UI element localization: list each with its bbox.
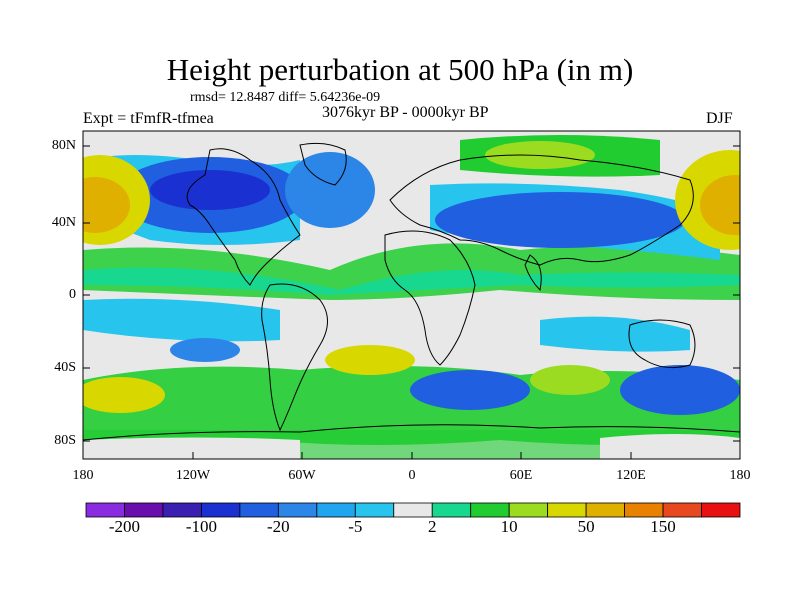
colorbar-label: -100 (185, 517, 217, 536)
contour-band (410, 370, 530, 410)
coastline-australia (628, 319, 696, 369)
contour-band (83, 437, 300, 459)
colorbar-label: 150 (650, 517, 676, 536)
colorbar-swatch (585, 502, 625, 518)
lat-tick-label: 40S (54, 360, 76, 375)
contour-band (600, 434, 740, 459)
colorbar-swatch (508, 502, 549, 518)
colorbar-label: -20 (267, 517, 290, 536)
colorbar-label: 50 (577, 517, 595, 536)
colorbar-label: 10 (500, 517, 518, 536)
colorbar-swatch (431, 502, 472, 518)
colorbar-label: -200 (108, 517, 141, 536)
colorbar-swatch (277, 502, 318, 518)
colorbar-swatch (624, 502, 664, 518)
stats-label: rmsd= 12.8487 diff= 5.64236e-09 (190, 90, 381, 105)
season-label: DJF (706, 110, 733, 127)
coastline-eurasia (389, 154, 694, 266)
coastline-south-america (261, 283, 328, 432)
contour-band (170, 338, 240, 362)
colorbar-swatch (239, 502, 279, 518)
colorbar-swatch (85, 502, 125, 518)
lon-tick-label: 180 (729, 468, 751, 483)
contour-band (285, 152, 375, 228)
lon-tick-label: 120E (616, 468, 646, 483)
contour-band (700, 175, 740, 235)
coastline-greenland (299, 142, 347, 186)
coastlines (83, 142, 740, 441)
colorbar-swatch (124, 502, 164, 518)
contour-band (83, 267, 740, 295)
lat-tick-label: 0 (69, 287, 76, 302)
lon-tick-label: 120W (175, 468, 211, 483)
contour-band (150, 170, 270, 210)
coastline-india (524, 254, 542, 292)
lat-tick-label: 80N (51, 138, 76, 153)
contour-band (540, 316, 690, 352)
experiment-label: Expt = tFmfR-tfmea (83, 110, 214, 127)
period-label: 3076kyr BP - 0000kyr BP (322, 104, 489, 121)
colorbar-swatch (354, 502, 395, 518)
colorbar-swatch (393, 502, 433, 518)
chart-title: Height perturbation at 500 hPa (in m) (166, 52, 634, 87)
colorbar-swatch (162, 502, 202, 518)
contour-band (325, 345, 415, 375)
contour-field (83, 131, 740, 459)
lon-tick-label: 60W (288, 468, 316, 483)
coastline-africa (384, 230, 476, 366)
contour-band (485, 141, 595, 169)
colorbar-swatch (201, 502, 241, 518)
lon-tick-label: 180 (72, 468, 94, 483)
contour-band (435, 192, 685, 248)
contour-band (530, 365, 610, 395)
contour-band (83, 298, 280, 342)
colorbar-swatch (470, 502, 510, 518)
colorbar-label: 2 (427, 517, 437, 536)
lon-tick-label: 0 (408, 468, 416, 483)
colorbar-label: -5 (348, 517, 363, 536)
colorbar-swatch (547, 502, 587, 518)
axis-ticks (82, 145, 741, 459)
coastline-antarctica (83, 424, 740, 441)
contour-band (83, 377, 165, 413)
lat-tick-label: 40N (51, 215, 76, 230)
contour-band (620, 365, 740, 415)
lat-tick-label: 80S (54, 433, 76, 448)
colorbar-swatch (316, 502, 356, 518)
contour-band (83, 177, 130, 233)
coastline-north-america (186, 148, 301, 286)
colorbar-swatch (662, 502, 702, 518)
lon-tick-label: 60E (509, 468, 533, 483)
colorbar-swatch (701, 502, 741, 518)
